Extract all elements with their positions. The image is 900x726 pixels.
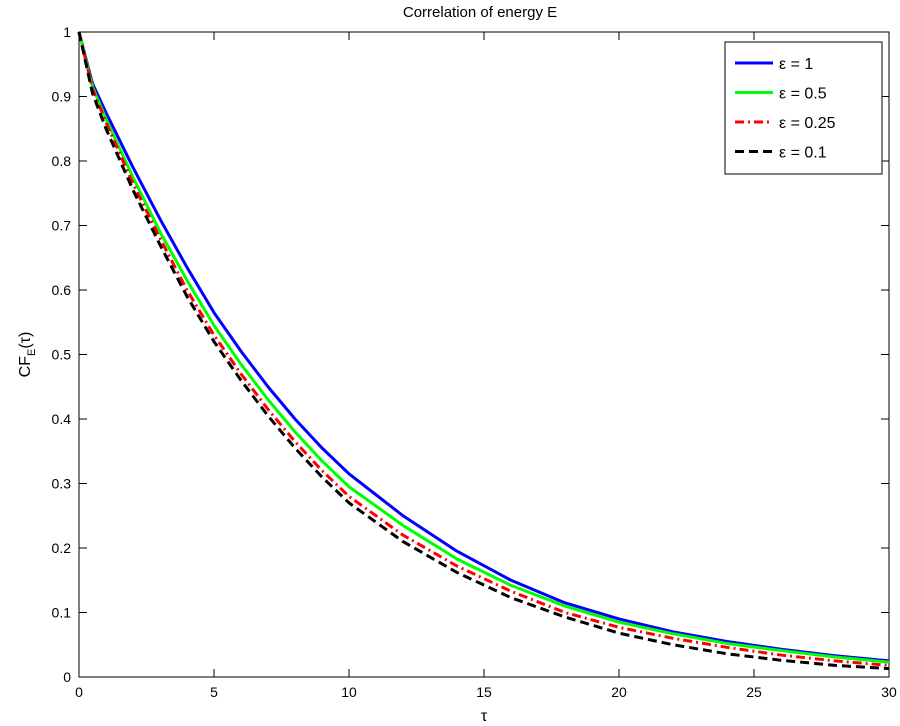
series-group [77, 31, 890, 671]
series-line-2 [77, 31, 890, 664]
x-tick-label: 15 [476, 684, 492, 700]
series-line-1 [77, 31, 890, 663]
y-tick-label: 0 [63, 669, 71, 685]
y-axis-label: CFE(τ) [17, 332, 38, 378]
y-axis-label-suffix: (τ) [17, 332, 34, 349]
legend-label: ε = 0.25 [779, 115, 836, 132]
y-axis-label-main: CF [17, 356, 34, 378]
x-axis-label: τ [481, 708, 488, 725]
x-tick-label: 30 [881, 684, 897, 700]
x-tick-label: 20 [611, 684, 627, 700]
y-tick-label: 0.1 [52, 605, 72, 621]
series-line-3 [77, 31, 890, 667]
axes-ticks: 0 5 10 15 20 25 30 0 0.1 0.2 0.3 0.4 0.5 0.6 0.7 0.8 0.9… [52, 24, 897, 700]
legend-label: ε = 0.5 [779, 86, 827, 103]
legend-label: ε = 1 [779, 56, 813, 73]
y-tick-label: 0.3 [52, 476, 72, 492]
y-tick-label: 0.5 [52, 347, 72, 363]
legend-label: ε = 0.1 [779, 145, 827, 162]
y-axis-label-subscript: E [26, 349, 38, 356]
y-tick-label: 0.2 [52, 540, 72, 556]
legend: ε = 1 ε = 0.5 ε = 0.25 ε = 0.1 [724, 41, 883, 175]
x-tick-label: 5 [210, 684, 218, 700]
y-tick-label: 0.9 [52, 89, 72, 105]
x-tick-label: 25 [746, 684, 762, 700]
x-tick-label: 0 [75, 684, 83, 700]
y-tick-label: 0.6 [52, 282, 72, 298]
chart-title: Correlation of energy E [403, 4, 557, 21]
y-tick-label: 0.8 [52, 153, 72, 169]
x-tick-label: 10 [341, 684, 357, 700]
y-tick-label: 0.4 [52, 411, 72, 427]
y-tick-label: 0.7 [52, 218, 72, 234]
y-tick-label: 1 [63, 24, 71, 40]
series-line-4 [77, 31, 890, 671]
